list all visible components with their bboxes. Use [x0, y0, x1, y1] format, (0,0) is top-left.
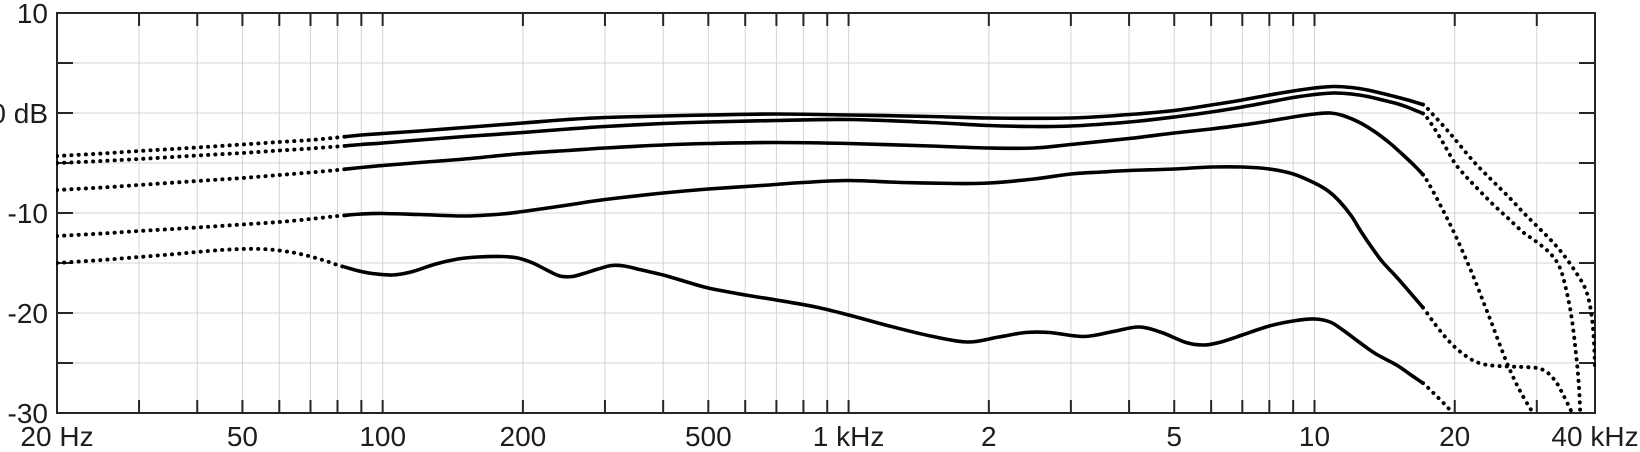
grid-lines: [57, 13, 1595, 413]
y-axis-tick-label: -10: [8, 198, 48, 229]
response-curve-1-dotted-low: [56, 134, 347, 158]
x-axis-tick-label: 2: [981, 421, 997, 452]
y-axis-tick-label: -30: [8, 398, 48, 429]
response-curve-2-dotted-high: [1421, 110, 1583, 414]
x-axis-tick-label: 500: [685, 421, 732, 452]
x-axis-tick-label: 20: [1439, 421, 1470, 452]
response-curves: [56, 84, 1596, 414]
x-axis-tick-label: 5: [1166, 421, 1182, 452]
response-curve-4-dotted-low: [56, 213, 347, 238]
response-curve-1-dotted-high: [1421, 102, 1596, 370]
response-curve-5-dotted-high: [1421, 381, 1455, 414]
response-curve-5-solid: [343, 254, 1425, 385]
x-axis-tick-label: 10: [1299, 421, 1330, 452]
response-curve-5-dotted-low: [56, 246, 347, 270]
y-axis-tick-label: 0 dB: [0, 98, 48, 129]
response-curve-4-solid: [343, 164, 1425, 310]
y-axis-tick-label: -20: [8, 298, 48, 329]
response-curve-3-dotted-low: [56, 167, 347, 192]
response-curve-1-solid: [343, 84, 1425, 139]
response-curve-3-solid: [343, 111, 1425, 177]
x-axis-tick-label: 50: [227, 421, 258, 452]
response-curve-3-dotted-high: [1421, 172, 1536, 414]
x-axis-tick-label: 20 Hz: [20, 421, 93, 452]
x-axis-tick-label: 100: [359, 421, 406, 452]
x-axis-tick-label: 40 kHz: [1551, 421, 1638, 452]
response-curve-2-dotted-low: [56, 143, 347, 165]
response-curve-4-dotted-high: [1421, 305, 1574, 414]
response-curve-2-solid: [343, 91, 1425, 148]
y-axis-tick-label: 10: [17, 0, 48, 29]
x-axis-tick-label: 1 kHz: [813, 421, 885, 452]
x-axis-tick-label: 200: [500, 421, 547, 452]
